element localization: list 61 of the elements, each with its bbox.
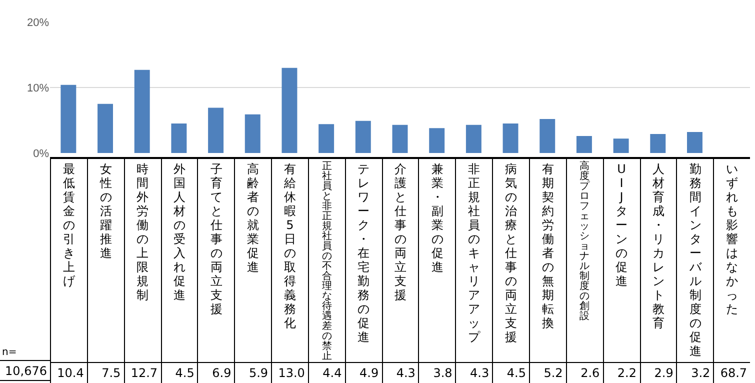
text: n=: [2, 347, 17, 358]
bar: [392, 124, 408, 153]
y-tick-label: 10%: [26, 82, 50, 94]
data-label: 4.3: [469, 365, 490, 382]
category-label: 非正規社員のキャリアアップ: [468, 162, 480, 344]
data-label: 2.2: [616, 365, 638, 382]
bar: [540, 118, 556, 153]
text: 68.7: [720, 366, 748, 380]
category-label: 高度プロフェッショナル制度の創設: [580, 161, 590, 322]
data-label: 10.4: [56, 365, 85, 382]
text: 10,676: [0, 360, 50, 381]
category-label: 人材育成・リカレント教育: [652, 162, 664, 330]
x-tick-label: 兼業・副業の促進: [430, 162, 444, 276]
data-label: 4.5: [174, 365, 196, 382]
y-tick-label: 20%: [26, 16, 50, 29]
category-label: 最低賃金の引き上げ: [62, 162, 75, 288]
bar: [60, 84, 76, 153]
bar: [98, 104, 113, 153]
data-label: 12.7: [130, 365, 159, 382]
x-tick-label: 女性の活躍推進: [98, 162, 113, 262]
category-label: 病気の治療と仕事の両立支援: [505, 162, 518, 344]
data-label: 3.2: [690, 365, 712, 382]
data-label: 5.2: [542, 365, 564, 382]
bar: [134, 70, 150, 153]
data-label: 6.9: [211, 365, 232, 382]
category-label: 時間外労働の上限規制: [136, 162, 149, 302]
bar: [318, 124, 334, 153]
bar: [466, 124, 482, 153]
data-label: 2.6: [580, 365, 601, 382]
category-label: 子育てと仕事の両立支援: [210, 162, 222, 316]
data-label: 4.3: [395, 365, 416, 382]
y-tick-label: 0%: [33, 148, 50, 160]
category-label: テレワーク・在宅勤務の促進: [358, 162, 370, 344]
data-label: 7.5: [100, 365, 122, 382]
bar: [429, 128, 445, 153]
data-label: 4.4: [322, 365, 343, 382]
category-label: 有期契約労働者の無期転換: [542, 162, 554, 330]
data-label: 3.8: [432, 365, 454, 382]
bar: [687, 132, 702, 153]
bar: [171, 124, 187, 153]
bar: [244, 114, 260, 153]
category-label: 外国人材の受入れ促進: [173, 162, 186, 302]
bar: [502, 124, 518, 153]
bar: [613, 138, 629, 153]
category-label: いずれも影響はなかった: [726, 162, 738, 316]
category-label: 勤務間インターバル制度の促進: [689, 162, 702, 358]
bar: [282, 68, 298, 153]
bar: [650, 134, 666, 153]
data-label: 13.0: [277, 365, 306, 382]
data-label: 5.9: [248, 365, 270, 382]
category-label: UIJターンの促進: [616, 162, 628, 288]
x-tick-label: 高齢者の就業促進: [246, 162, 260, 276]
bar: [576, 136, 592, 153]
data-label: 2.9: [653, 365, 674, 382]
data-label: 4.5: [506, 365, 527, 382]
bar: [355, 120, 371, 153]
data-label: 4.9: [358, 365, 380, 382]
category-label: 正社員と非正規社員の不合理な待遇差の禁止: [322, 161, 332, 362]
category-label: 有給休暇5日の取得義務化: [284, 162, 296, 330]
bar: [208, 108, 224, 153]
category-label: 介護と仕事の両立支援: [394, 162, 407, 302]
